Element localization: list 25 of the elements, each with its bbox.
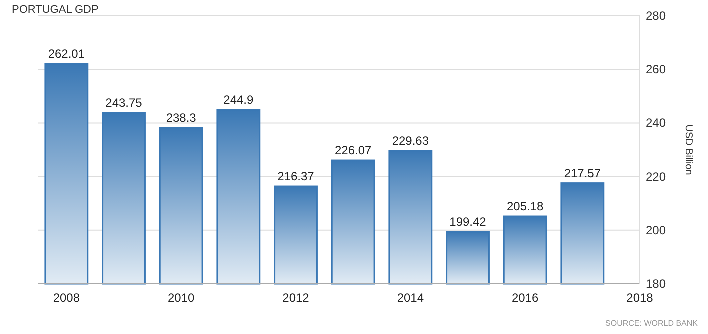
data-label: 217.57 bbox=[564, 166, 602, 180]
y-tick-label: 200 bbox=[646, 223, 666, 238]
x-tick-label: 2008 bbox=[53, 291, 80, 305]
data-label: 216.37 bbox=[278, 170, 315, 184]
data-label: 226.07 bbox=[334, 144, 372, 158]
y-tick-label: 240 bbox=[646, 116, 666, 130]
y-tick-label: 220 bbox=[646, 170, 666, 184]
data-label: 244.9 bbox=[224, 93, 254, 108]
x-tick-label: 2016 bbox=[512, 291, 540, 305]
y-tick-label: 180 bbox=[646, 277, 666, 291]
data-label: 205.18 bbox=[506, 200, 544, 214]
x-tick-label: 2012 bbox=[282, 291, 310, 305]
x-tick-label: 2018 bbox=[626, 291, 654, 305]
data-label: 199.42 bbox=[450, 214, 487, 229]
data-label: 238.3 bbox=[166, 110, 197, 125]
x-tick-label: 2010 bbox=[168, 291, 196, 305]
data-label: 243.75 bbox=[106, 96, 143, 110]
chart-title: PORTUGAL GDP bbox=[12, 4, 99, 16]
y-tick-label: 260 bbox=[646, 62, 666, 77]
data-label: 229.63 bbox=[392, 134, 430, 148]
x-tick-label: 2014 bbox=[397, 291, 424, 305]
data-label: 262.01 bbox=[48, 47, 86, 62]
y-tick-label: 280 bbox=[646, 9, 666, 23]
source-note: SOURCE: WORLD BANK bbox=[606, 319, 699, 328]
y-axis-title: USD Billion bbox=[683, 124, 694, 176]
